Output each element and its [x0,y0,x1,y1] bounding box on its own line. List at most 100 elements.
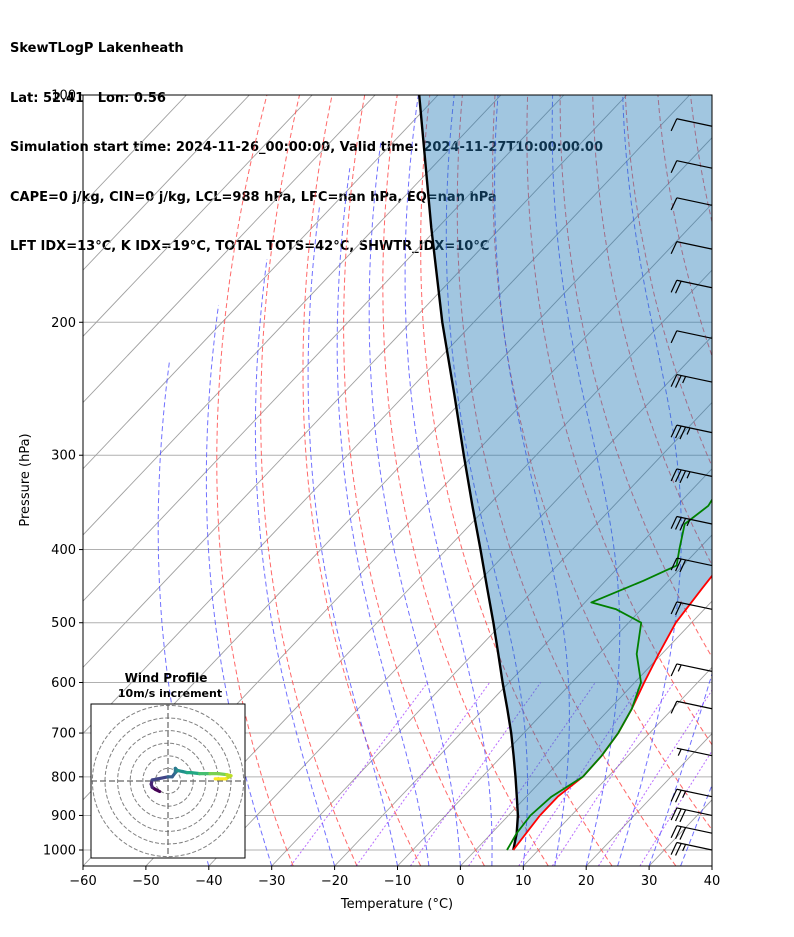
dry-adiabat [526,95,712,746]
wind-barb [676,747,713,757]
cape-line: CAPE=0 j/kg, CIN=0 j/kg, LCL=988 hPa, LF… [10,189,497,205]
wind-barb [670,557,713,573]
time-line: Simulation start time: 2024-11-26_00:00:… [10,140,603,155]
dry-adiabat [216,95,294,866]
moist-adiabat [445,95,528,866]
isotherm [145,269,712,866]
mixing-ratio-line [355,682,491,866]
x-tick-label: 10 [515,874,532,889]
y-tick-label: 500 [51,616,76,631]
x-tick-label: −30 [258,874,285,889]
dry-adiabat [492,95,712,831]
dry-adiabat [302,95,422,866]
y-tick-label: 100 [51,89,76,104]
plot-lines [83,95,794,866]
isotherm [83,95,376,404]
dry-adiabat [559,95,712,658]
x-tick-label: 20 [578,874,595,889]
x-tick-label: −20 [321,874,348,889]
dry-adiabat [723,95,794,866]
x-tick-label: −10 [384,874,411,889]
y-tick-label: 700 [51,727,76,742]
wind-barb [670,160,713,174]
wind-barb [670,373,713,388]
wind-barb [670,825,713,840]
dry-adiabat [657,95,712,358]
x-tick-label: −60 [69,874,96,889]
x-tick-label: −40 [195,874,222,889]
mixing-ratio-line [639,750,712,866]
dry-adiabat [456,95,677,866]
dry-adiabat [624,95,712,468]
isotherm [711,865,712,866]
x-tick-label: −50 [132,874,159,889]
isotherm [397,534,712,866]
dry-adiabat [382,95,549,866]
dewpoint-profile [506,498,712,851]
isotherm [334,468,712,866]
dry-adiabat [260,95,358,866]
mixing-ratio-line [597,689,712,866]
mixing-ratio-line [551,682,675,866]
y-axis-label: Pressure (hPa) [18,433,33,526]
location-line: Lat: 52.41 Lon: 0.56 [10,90,166,106]
mixing-ratio-line [468,682,596,866]
dry-adiabat [592,95,712,566]
wind-barb [670,468,713,484]
indices-line: LFT IDX=13°C, K IDX=19°C, TOTAL TOTS=42°… [10,239,490,254]
wind-barb [670,197,713,211]
hodograph-title: Wind Profile [125,671,208,685]
mixing-ratio-line [518,682,643,866]
y-tick-label: 1000 [43,844,76,859]
moist-adiabat [648,672,712,866]
chart-header: SkewTLogP Lakenheath Lat: 52.41 Lon: 0.5… [10,8,603,272]
wind-barb [670,279,713,294]
parcel-profile [418,95,520,851]
x-tick-label: 0 [456,874,464,889]
cin-shading [419,95,712,850]
isotherm [271,401,712,866]
moist-adiabat [494,95,570,866]
hodograph-segment [155,775,170,781]
wind-barb [670,601,713,616]
dry-adiabat [343,95,485,866]
moist-adiabat [205,305,273,866]
moist-adiabat [368,140,461,866]
moist-adiabat [404,95,493,866]
isotherm [83,95,250,271]
moist-adiabat [254,259,336,866]
moist-adiabat [551,95,621,866]
y-tick-label: 900 [51,809,76,824]
isotherm [460,600,712,866]
isotherm [83,95,565,602]
wind-barb [670,663,713,677]
dry-adiabat [756,95,794,866]
isotherm [83,95,502,536]
y-tick-label: 400 [51,543,76,558]
wind-barb [670,515,713,531]
isotherm [83,95,439,470]
wind-barb [670,841,713,856]
y-tick-label: 200 [51,316,76,331]
moist-adiabat [711,864,712,866]
isotherm [83,95,313,337]
isotherm [83,95,628,669]
x-tick-label: 40 [704,874,721,889]
wind-barb [670,700,713,714]
x-tick-label: 30 [641,874,658,889]
hodograph-subtitle: 10m/s increment [118,687,222,700]
isotherm [585,732,712,866]
wind-barb [670,241,713,254]
wind-barb [670,788,713,803]
moist-adiabat [617,95,682,866]
x-axis-label: Temperature (°C) [340,897,453,912]
y-tick-label: 600 [51,676,76,691]
moist-adiabat [680,783,712,866]
isotherm [83,95,690,735]
isotherm [522,666,712,866]
wind-barb [670,424,713,440]
wind-barb [670,118,713,132]
hodograph: Wind Profile 10m/s increment [90,671,246,859]
mixing-ratio-line [409,682,542,866]
